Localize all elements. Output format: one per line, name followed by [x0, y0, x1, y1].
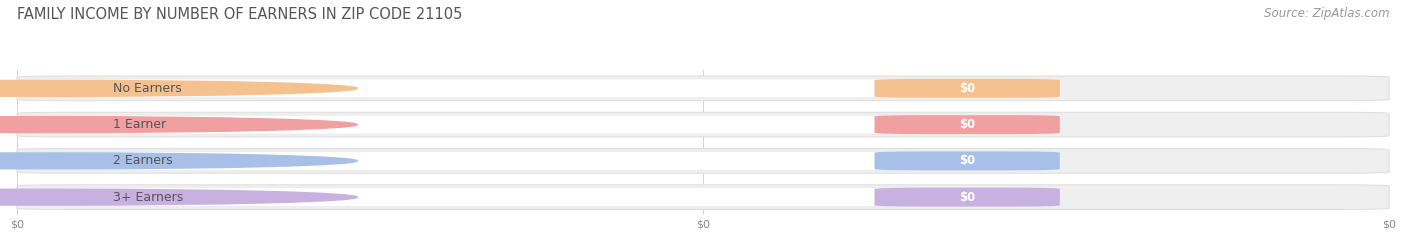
Text: No Earners: No Earners: [112, 82, 181, 95]
FancyBboxPatch shape: [17, 151, 1060, 170]
FancyBboxPatch shape: [875, 115, 1060, 134]
FancyBboxPatch shape: [875, 79, 1060, 98]
FancyBboxPatch shape: [875, 188, 1060, 207]
Circle shape: [0, 189, 357, 205]
FancyBboxPatch shape: [17, 76, 1389, 101]
Text: 3+ Earners: 3+ Earners: [112, 191, 183, 204]
Text: 2 Earners: 2 Earners: [112, 154, 173, 167]
Circle shape: [0, 80, 357, 96]
Text: $0: $0: [959, 82, 976, 95]
FancyBboxPatch shape: [17, 188, 1060, 207]
FancyBboxPatch shape: [875, 151, 1060, 170]
FancyBboxPatch shape: [17, 79, 1060, 98]
Text: $0: $0: [959, 191, 976, 204]
FancyBboxPatch shape: [17, 112, 1389, 137]
FancyBboxPatch shape: [17, 185, 1389, 209]
FancyBboxPatch shape: [17, 115, 1060, 134]
Text: FAMILY INCOME BY NUMBER OF EARNERS IN ZIP CODE 21105: FAMILY INCOME BY NUMBER OF EARNERS IN ZI…: [17, 7, 463, 22]
Text: $0: $0: [959, 118, 976, 131]
FancyBboxPatch shape: [17, 149, 1389, 173]
Circle shape: [0, 153, 357, 169]
Circle shape: [0, 117, 357, 133]
Text: $0: $0: [959, 154, 976, 167]
Text: 1 Earner: 1 Earner: [112, 118, 166, 131]
Text: Source: ZipAtlas.com: Source: ZipAtlas.com: [1264, 7, 1389, 20]
